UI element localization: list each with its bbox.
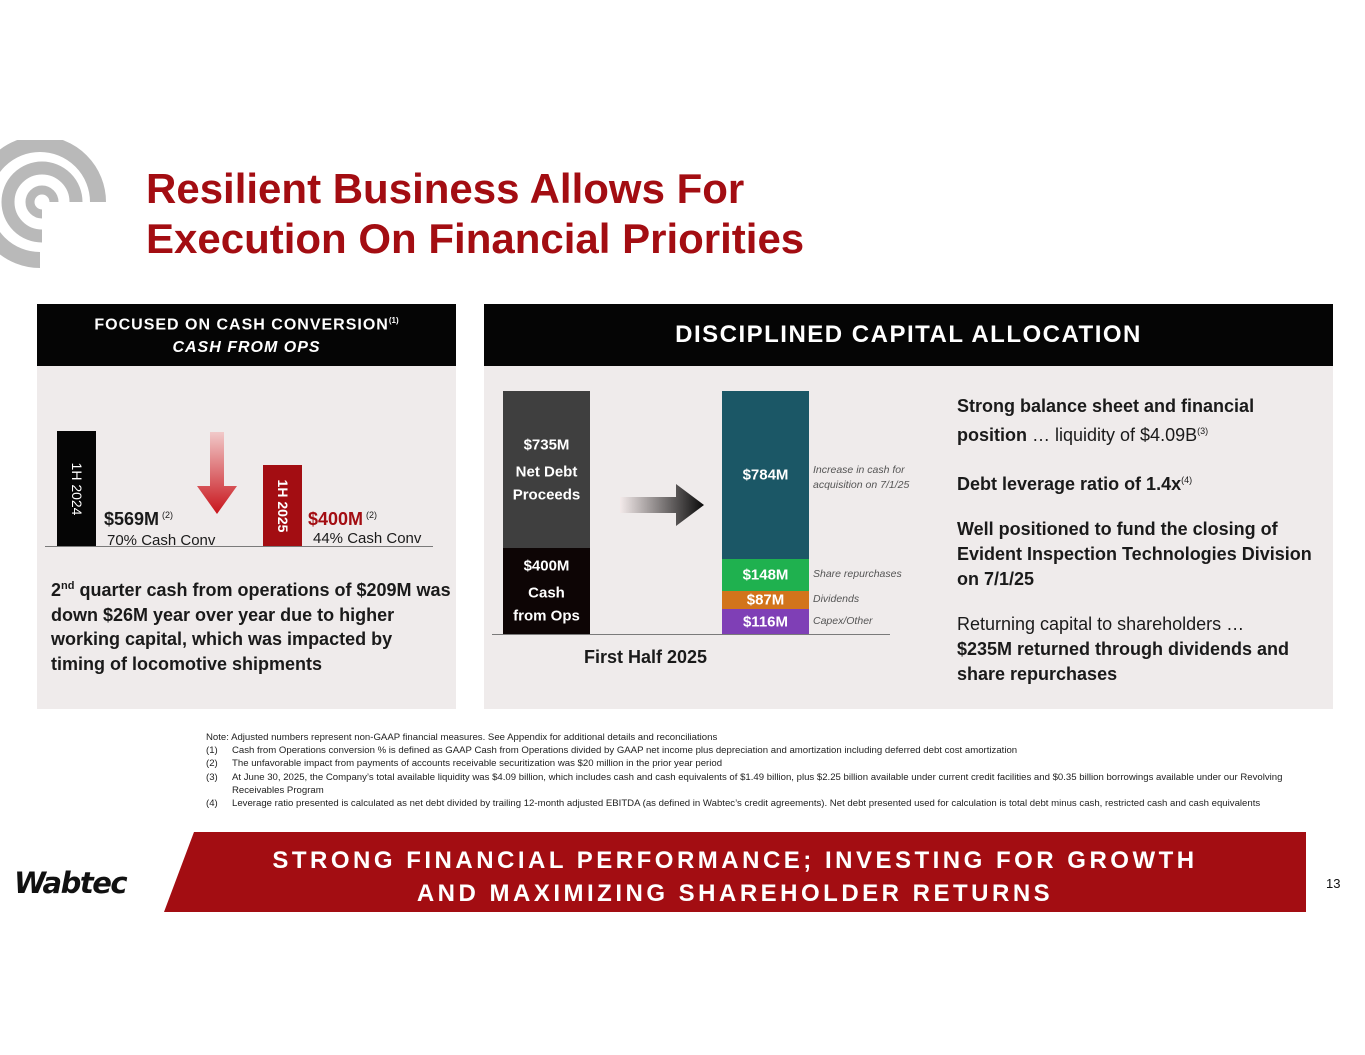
footnote-2: (2) The unfavorable impact from payments … — [206, 758, 723, 770]
source-segment-cash-from-ops: $400M Cash from Ops — [503, 548, 590, 634]
use-value-capex-other: $116M — [742, 613, 789, 631]
bar-1h-2025: 1H 2025 — [263, 465, 302, 546]
bottom-banner: STRONG FINANCIAL PERFORMANCE; INVESTING … — [164, 832, 1306, 912]
source-label-line: from Ops — [513, 607, 580, 625]
source-label-line: Net Debt — [515, 463, 578, 481]
source-label-line: Cash — [528, 584, 565, 602]
source-label-line: $735M — [523, 436, 570, 454]
conversion-1h-2024: 70% Cash Conv — [107, 532, 216, 549]
cash-conversion-header: FOCUSED ON CASH CONVERSION(1) CASH FROM … — [37, 304, 456, 366]
down-arrow-icon — [197, 432, 237, 514]
page-title-line-1: Resilient Business Allows For — [146, 165, 745, 212]
wabtec-wordmark-logo: Wabtec — [14, 866, 128, 900]
source-label-cash-from-ops: $400M Cash from Ops — [503, 555, 590, 628]
point-leverage: Debt leverage ratio of 1.4x(4) — [957, 474, 1193, 494]
source-label-net-debt-proceeds: $735M Net Debt Proceeds — [503, 433, 590, 506]
use-name-share-repurchases: Share repurchases — [813, 567, 902, 580]
use-segment-share-repurchases: $148M — [722, 558, 809, 591]
use-name-capex-other: Capex/Other — [813, 614, 873, 627]
chart-baseline — [492, 634, 890, 635]
banner-message: STRONG FINANCIAL PERFORMANCE; INVESTING … — [164, 844, 1306, 910]
use-segment-increase-in-cash-for-acquisition-on-7-1-25: $784M — [722, 391, 809, 559]
bar-1h-2025-label: 1H 2025 — [274, 479, 291, 533]
wabtec-swirl-logo-icon — [0, 140, 106, 268]
capital-allocation-chart: First Half 2025 $400M Cash from Ops $735M Ne… — [484, 304, 944, 709]
cash-conversion-panel: FOCUSED ON CASH CONVERSION(1) CASH FROM … — [37, 304, 456, 709]
value-1h-2024: $569M (2) — [104, 509, 174, 529]
cash-conversion-header-subtitle: CASH FROM OPS — [172, 339, 321, 356]
capital-allocation-header-title: DISCIPLINED CAPITAL ALLOCATION — [675, 321, 1142, 348]
page-number: 13 — [1326, 876, 1341, 891]
bar-1h-2024: 1H 2024 — [57, 431, 96, 546]
capital-allocation-panel: DISCIPLINED CAPITAL ALLOCATION First Hal… — [484, 304, 1333, 709]
cash-conversion-header-footnote: (1) — [388, 316, 399, 325]
source-segment-net-debt-proceeds: $735M Net Debt Proceeds — [503, 391, 590, 549]
source-label-line: Proceeds — [512, 486, 581, 504]
right-arrow-icon — [620, 484, 704, 526]
footnote-note: Note: Adjusted numbers represent non-GAA… — [206, 732, 718, 743]
source-label-line: $400M — [523, 557, 570, 575]
capital-allocation-header: DISCIPLINED CAPITAL ALLOCATION — [484, 304, 1333, 366]
value-1h-2025-footnote: (2) — [366, 510, 378, 520]
use-value-increase-in-cash-for-acquisition-on-7-1-25: $784M — [742, 466, 789, 484]
value-1h-2025: $400M (2) — [308, 509, 378, 529]
banner-line-2: AND MAXIMIZING SHAREHOLDER RETURNS — [416, 880, 1054, 907]
point-balance-sheet: Strong balance sheet and financial posit… — [957, 396, 1255, 445]
use-segment-capex-other: $116M — [722, 609, 809, 634]
footnote-4: (4) Leverage ratio presented is calculate… — [206, 798, 1261, 810]
use-value-share-repurchases: $148M — [742, 566, 789, 584]
point-shareholder-returns: Returning capital to shareholders … $235M… — [957, 614, 1290, 684]
use-segment-dividends: $87M — [722, 590, 809, 610]
page-title-line-2: Execution On Financial Priorities — [146, 215, 805, 262]
footnotes: Note: Adjusted numbers represent non-GAA… — [206, 731, 1321, 810]
use-name-increase-in-cash-for-acquisition-on-7-1-25: Increase in cash for acquisition on 7/1/… — [813, 463, 910, 491]
bar-1h-2024-label: 1H 2024 — [68, 462, 85, 515]
page-title: Resilient Business Allows For Execution … — [146, 164, 804, 264]
value-1h-2024-footnote: (2) — [162, 510, 174, 520]
point-evident-acquisition: Well positioned to fund the closing of E… — [957, 519, 1312, 589]
conversion-1h-2025: 44% Cash Conv — [313, 530, 422, 547]
cash-conversion-header-title: FOCUSED ON CASH CONVERSION — [94, 316, 389, 334]
use-name-dividends: Dividends — [813, 592, 860, 605]
cash-from-ops-commentary: 2nd quarter cash from operations of $209… — [51, 580, 451, 674]
left-chart-baseline — [45, 546, 433, 547]
footnote-3: (3) At June 30, 2025, the Company’s total… — [206, 771, 1283, 796]
use-value-dividends: $87M — [746, 591, 785, 609]
banner-line-1: STRONG FINANCIAL PERFORMANCE; INVESTING … — [272, 847, 1198, 874]
chart-category-label: First Half 2025 — [584, 647, 708, 667]
footnote-1: (1) Cash from Operations conversion % is … — [206, 745, 1018, 757]
banner-background — [164, 832, 1306, 912]
capital-allocation-points: Strong balance sheet and financial posit… — [957, 394, 1327, 707]
